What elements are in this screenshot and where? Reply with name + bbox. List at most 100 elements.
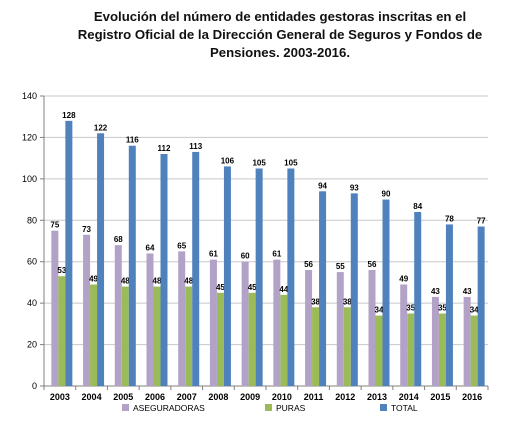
data-label: 34 [470,306,479,315]
data-label: 75 [50,221,59,230]
data-label: 43 [431,287,440,296]
bar-aseguradoras [400,284,408,386]
x-tick-label: 2010 [272,392,292,402]
bar-total [128,145,136,386]
bar-total [255,168,263,386]
data-label: 53 [57,266,66,275]
data-label: 90 [382,190,391,199]
data-label: 64 [146,243,155,252]
bar-aseguradoras [178,251,186,386]
bar-aseguradoras [368,270,376,386]
data-label: 49 [89,275,98,284]
data-label: 35 [438,304,447,313]
bar-aseguradoras [431,296,439,386]
legend-label-puras: PURAS [276,403,306,413]
data-label: 106 [221,156,235,165]
data-label: 84 [413,202,422,211]
data-label: 105 [284,159,298,168]
data-label: 65 [177,241,186,250]
data-label: 61 [209,250,218,259]
bar-aseguradoras [273,259,281,386]
bar-aseguradoras [463,296,471,386]
data-label: 48 [121,277,130,286]
data-label: 56 [368,260,377,269]
data-label: 94 [318,181,327,190]
plot-area [44,96,488,386]
bar-puras [438,313,446,386]
data-label: 38 [343,297,352,306]
bar-puras [407,313,415,386]
data-label: 113 [189,142,202,151]
x-tick-label: 2015 [430,392,450,402]
data-label: 45 [216,283,225,292]
bar-aseguradoras [83,234,91,386]
bar-total [160,154,168,386]
legend-label-aseguradoras: ASEGURADORAS [133,403,205,413]
bar-puras [280,294,288,386]
bar-total [382,199,390,386]
data-label: 112 [158,144,171,153]
bar-puras [312,307,320,386]
data-label: 48 [184,277,193,286]
data-label: 44 [279,285,288,294]
y-tick-label: 80 [27,215,37,225]
legend-swatch-puras [265,404,272,411]
bar-total [414,212,422,386]
legend-label-total: TOTAL [391,403,418,413]
bar-total [223,166,231,386]
x-tick-label: 2007 [177,392,197,402]
bar-total [445,224,453,386]
x-tick-label: 2013 [367,392,387,402]
y-tick-label: 140 [22,91,37,101]
x-tick-label: 2003 [50,392,70,402]
data-label: 105 [252,159,266,168]
bar-total [65,120,73,386]
bar-puras [121,286,129,386]
bar-total [319,191,327,386]
x-tick-label: 2014 [399,392,419,402]
data-label: 73 [82,225,91,234]
data-label: 116 [126,136,139,145]
bar-total [192,151,200,386]
legend-swatch-total [380,404,387,411]
y-tick-label: 0 [32,381,37,391]
y-tick-label: 120 [22,132,37,142]
bar-puras [58,276,66,386]
bar-puras [375,315,383,386]
bar-total [350,193,358,386]
data-label: 77 [477,217,486,226]
data-label: 35 [406,304,415,313]
data-label: 38 [311,297,320,306]
x-tick-label: 2009 [240,392,260,402]
x-tick-label: 2016 [462,392,482,402]
x-tick-label: 2008 [208,392,228,402]
bar-aseguradoras [209,259,217,386]
x-tick-label: 2005 [113,392,133,402]
data-label: 61 [272,250,281,259]
data-label: 122 [94,123,108,132]
bar-puras [248,292,256,386]
chart-title-line-3: Pensiones. 2003-2016. [209,45,351,60]
bar-total [287,168,295,386]
bar-aseguradoras [305,270,313,386]
bar-puras [153,286,161,386]
bar-puras [470,315,478,386]
data-label: 68 [114,235,123,244]
x-tick-label: 2004 [82,392,102,402]
chart-title: Evolución del número de entidades gestor… [60,8,500,62]
x-tick-label: 2006 [145,392,165,402]
bar-puras [185,286,193,386]
bar-total [97,133,105,386]
bar-puras [343,307,351,386]
bar-total [477,226,485,386]
data-label: 55 [336,262,345,271]
bar-aseguradoras [114,245,122,386]
data-label: 60 [241,252,250,261]
bar-aseguradoras [336,272,344,386]
bar-aseguradoras [51,230,59,386]
data-label: 78 [445,214,454,223]
y-tick-label: 100 [22,174,37,184]
bar-aseguradoras [146,253,154,386]
data-label: 56 [304,260,313,269]
